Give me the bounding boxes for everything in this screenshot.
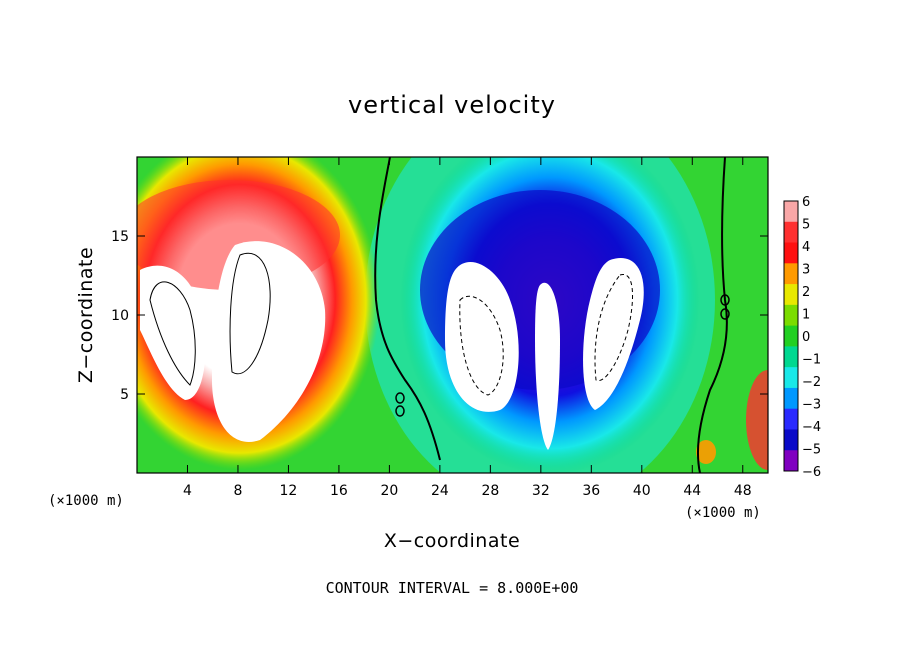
x-tick-label: 28: [481, 483, 499, 499]
x-tick-label: 44: [683, 483, 701, 499]
colorbar-label: 1: [802, 308, 810, 323]
colorbar-swatch: [784, 304, 798, 327]
updraft-lobe-left: [140, 265, 206, 400]
y-axis-title: Z−coordinate: [75, 247, 97, 383]
x-tick-label: 32: [532, 483, 550, 499]
colorbar-swatch: [784, 346, 798, 368]
colorbar-swatch: [784, 408, 798, 430]
colorbar-label: −4: [802, 420, 821, 435]
x-tick-label: 16: [330, 483, 348, 499]
colorbar-swatch: [784, 387, 798, 410]
colorbar-label: 6: [802, 195, 810, 210]
downdraft-contour-1: [459, 295, 504, 396]
x-tick-label: 48: [734, 483, 752, 499]
colorbar-label: −2: [802, 375, 821, 390]
small-updraft: [696, 440, 716, 464]
colorbar-swatch: [784, 242, 798, 264]
colorbar-label: 5: [802, 218, 810, 233]
colorbar-swatch: [784, 263, 798, 285]
updraft-contour-1: [149, 281, 196, 386]
zero-contour-left: [374, 157, 441, 461]
y-tick-label: 10: [111, 308, 129, 324]
zero-contour-right: [697, 157, 728, 473]
x-tick-label: 36: [582, 483, 600, 499]
chart-title: vertical velocity: [348, 91, 556, 119]
x-tick-label: 4: [183, 483, 192, 499]
colorbar-swatch: [784, 201, 798, 223]
colorbar-label: −6: [802, 465, 821, 480]
small-contour-4: [720, 308, 730, 320]
x-unit-left: (×1000 m): [48, 493, 124, 509]
y-tick-label: 5: [120, 387, 129, 403]
x-axis-title: X−coordinate: [384, 530, 520, 552]
colorbar-label: −5: [802, 443, 821, 458]
updraft-contour-2: [229, 252, 271, 375]
colorbar-swatch: [784, 429, 798, 451]
colorbar-label: 3: [802, 263, 810, 278]
x-tick-label: 20: [380, 483, 398, 499]
downdraft-lobe-center: [535, 282, 560, 450]
colorbar-swatch: [784, 367, 798, 389]
contour-interval-label: CONTOUR INTERVAL = 8.000E+00: [326, 579, 579, 597]
colorbar-label: −1: [802, 353, 821, 368]
colorbar-label: 0: [802, 330, 810, 345]
colorbar-label: 2: [802, 285, 810, 300]
colorbar-swatch: [784, 325, 798, 347]
y-tick-label: 15: [111, 229, 129, 245]
updraft-lobe-right: [212, 241, 326, 442]
colorbar-label: 4: [802, 240, 810, 255]
heatmap-field: [137, 157, 768, 473]
colorbar-frame: [783, 200, 799, 472]
x-tick-label: 40: [633, 483, 651, 499]
colorbar-swatch: [784, 450, 798, 472]
downdraft-lobe-left: [445, 261, 519, 412]
x-unit-right: (×1000 m): [685, 505, 761, 521]
colorbar: 6 5 4 3 2 1 0 −1 −2 −3 −4 −5 −6: [783, 195, 821, 480]
downdraft-lobe-right: [583, 258, 644, 410]
x-tick-label: 12: [280, 483, 298, 499]
colorbar-swatch: [784, 284, 798, 306]
small-contour-2: [395, 405, 405, 417]
x-tick-label: 8: [233, 483, 242, 499]
edge-updraft: [746, 370, 768, 470]
colorbar-swatch: [784, 221, 798, 244]
colorbar-label: −3: [802, 398, 821, 413]
small-contour-3: [720, 294, 730, 306]
x-tick-label: 24: [431, 483, 449, 499]
small-contour-1: [395, 392, 405, 404]
downdraft-contour-2: [594, 274, 633, 382]
